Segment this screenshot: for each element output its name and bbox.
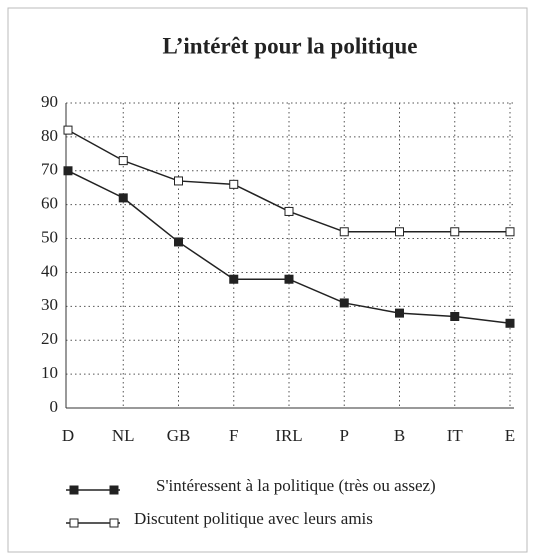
x-tick-label: P <box>340 426 349 445</box>
point-marker <box>229 179 239 189</box>
y-tick-label: 80 <box>41 126 58 145</box>
legend-marker <box>69 518 79 528</box>
legend-label: S'intéressent à la politique (très ou as… <box>156 476 436 495</box>
y-tick-label: 90 <box>41 92 58 111</box>
point-marker <box>395 308 404 318</box>
point-marker <box>118 193 128 203</box>
chart-title: L’intérêt pour la politique <box>163 33 418 58</box>
y-tick-label: 50 <box>41 227 58 246</box>
point-marker <box>339 227 349 237</box>
point-marker <box>174 237 183 247</box>
point-marker <box>284 206 294 216</box>
x-tick-label: IT <box>447 426 464 445</box>
point-marker <box>395 227 404 237</box>
x-tick-label: NL <box>112 426 135 445</box>
y-tick-label: 20 <box>41 329 58 348</box>
y-tick-label: 10 <box>41 363 58 382</box>
y-tick-label: 70 <box>41 160 58 179</box>
point-marker <box>63 166 73 176</box>
point-marker <box>63 125 73 135</box>
point-marker <box>450 227 460 237</box>
point-marker <box>505 227 515 237</box>
x-tick-label: IRL <box>275 426 302 445</box>
point-marker <box>174 176 183 186</box>
y-tick-label: 0 <box>50 397 59 416</box>
y-tick-label: 40 <box>41 261 58 280</box>
x-tick-label: F <box>229 426 238 445</box>
legend-label: Discutent politique avec leurs amis <box>134 509 373 528</box>
point-marker <box>229 274 239 284</box>
x-tick-label: D <box>62 426 74 445</box>
y-tick-label: 60 <box>41 194 58 213</box>
legend-marker <box>69 485 79 495</box>
x-tick-label: B <box>394 426 405 445</box>
point-marker <box>284 274 294 284</box>
point-marker <box>118 156 128 166</box>
x-tick-label: GB <box>167 426 191 445</box>
y-tick-label: 30 <box>41 295 58 314</box>
point-marker <box>339 298 349 308</box>
frame <box>7 7 528 553</box>
legend-marker <box>109 518 119 528</box>
legend-marker <box>109 485 119 495</box>
x-tick-label: E <box>505 426 515 445</box>
point-marker <box>505 318 515 328</box>
point-marker <box>450 312 460 321</box>
